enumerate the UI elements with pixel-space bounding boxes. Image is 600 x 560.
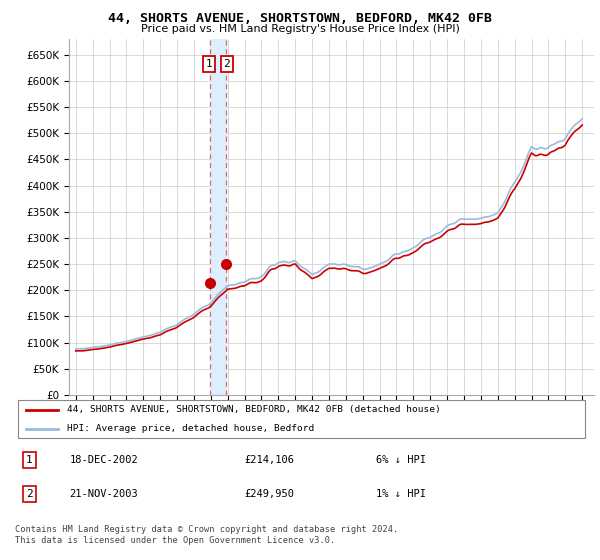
Text: 2: 2 <box>223 59 230 69</box>
Text: 21-NOV-2003: 21-NOV-2003 <box>70 489 138 500</box>
Text: Price paid vs. HM Land Registry's House Price Index (HPI): Price paid vs. HM Land Registry's House … <box>140 24 460 34</box>
FancyBboxPatch shape <box>18 400 585 438</box>
Text: HPI: Average price, detached house, Bedford: HPI: Average price, detached house, Bedf… <box>67 424 314 433</box>
Text: 44, SHORTS AVENUE, SHORTSTOWN, BEDFORD, MK42 0FB: 44, SHORTS AVENUE, SHORTSTOWN, BEDFORD, … <box>108 12 492 25</box>
Text: 6% ↓ HPI: 6% ↓ HPI <box>376 455 426 465</box>
Text: Contains HM Land Registry data © Crown copyright and database right 2024.
This d: Contains HM Land Registry data © Crown c… <box>15 525 398 545</box>
Text: 1: 1 <box>206 59 212 69</box>
Text: £249,950: £249,950 <box>244 489 294 500</box>
Text: 18-DEC-2002: 18-DEC-2002 <box>70 455 138 465</box>
Text: £214,106: £214,106 <box>244 455 294 465</box>
Text: 1% ↓ HPI: 1% ↓ HPI <box>376 489 426 500</box>
Bar <box>210 39 226 395</box>
Text: 44, SHORTS AVENUE, SHORTSTOWN, BEDFORD, MK42 0FB (detached house): 44, SHORTS AVENUE, SHORTSTOWN, BEDFORD, … <box>67 405 440 414</box>
Text: 1: 1 <box>26 455 33 465</box>
Text: 2: 2 <box>26 489 33 500</box>
